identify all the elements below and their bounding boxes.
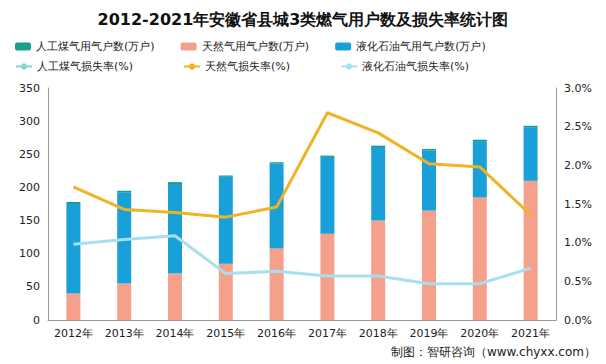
svg-text:2012-2021年安徽省县城3类燃气用户数及损失率统计图: 2012-2021年安徽省县城3类燃气用户数及损失率统计图 (98, 10, 509, 29)
svg-text:2016年: 2016年 (257, 327, 296, 340)
svg-text:250: 250 (19, 148, 40, 161)
svg-text:3.0%: 3.0% (564, 82, 592, 95)
svg-text:人工煤气用气户数(万户): 人工煤气用气户数(万户) (36, 40, 155, 53)
svg-text:200: 200 (19, 181, 40, 194)
svg-text:50: 50 (26, 280, 40, 293)
svg-text:2017年: 2017年 (308, 327, 347, 340)
svg-text:1.0%: 1.0% (564, 236, 592, 249)
svg-text:液化石油气用气户数(万户): 液化石油气用气户数(万户) (356, 40, 486, 53)
svg-text:天然气用气户数(万户): 天然气用气户数(万户) (202, 40, 310, 53)
svg-text:2012年: 2012年 (54, 327, 93, 340)
svg-text:2018年: 2018年 (359, 327, 398, 340)
svg-text:2021年: 2021年 (511, 327, 550, 340)
svg-text:2020年: 2020年 (460, 327, 499, 340)
svg-text:300: 300 (19, 115, 40, 128)
svg-text:天然气损失率(%): 天然气损失率(%) (205, 60, 290, 73)
svg-text:0.5%: 0.5% (564, 275, 592, 288)
svg-text:2.0%: 2.0% (564, 159, 592, 172)
svg-text:0: 0 (33, 314, 40, 327)
svg-text:150: 150 (19, 214, 40, 227)
svg-text:0.0%: 0.0% (564, 314, 592, 327)
svg-text:1.5%: 1.5% (564, 198, 592, 211)
svg-text:2019年: 2019年 (410, 327, 449, 340)
svg-text:制图：智研咨询（www.chyxx.com）: 制图：智研咨询（www.chyxx.com） (391, 345, 596, 359)
svg-text:2014年: 2014年 (156, 327, 195, 340)
svg-text:2015年: 2015年 (206, 327, 245, 340)
svg-text:人工煤气损失率(%): 人工煤气损失率(%) (37, 60, 133, 73)
svg-text:液化石油气损失率(%): 液化石油气损失率(%) (362, 60, 469, 73)
svg-text:350: 350 (19, 82, 40, 95)
svg-text:2.5%: 2.5% (564, 120, 592, 133)
svg-text:100: 100 (19, 247, 40, 260)
svg-text:2013年: 2013年 (105, 327, 144, 340)
